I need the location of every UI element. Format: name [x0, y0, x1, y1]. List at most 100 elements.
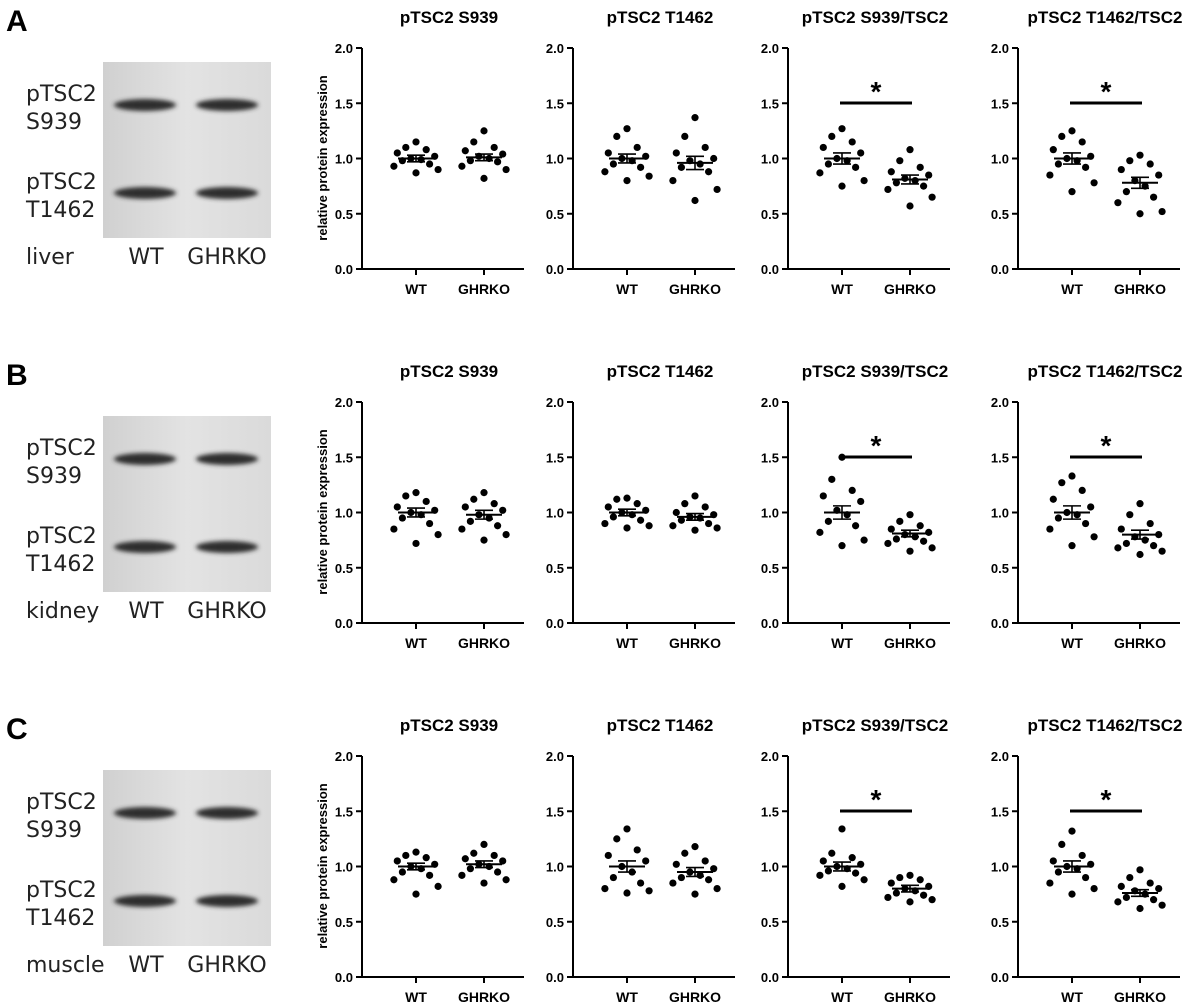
series-wt: [816, 825, 868, 890]
blot-band-ghrko: [196, 99, 258, 111]
y-tick-label: 0.5: [761, 207, 779, 222]
data-point: [1046, 879, 1054, 887]
data-point: [390, 876, 398, 884]
data-point: [1054, 868, 1062, 876]
data-point: [816, 528, 824, 536]
data-point: [461, 147, 469, 155]
y-tick-label: 1.5: [335, 450, 353, 465]
data-point: [623, 889, 631, 897]
y-tick-label: 1.5: [335, 96, 353, 111]
chart-c-4: pTSC2 T1462/TSC2 0.0 0.5 1.0 1.5 2.0 WT GHRKO *: [991, 716, 1183, 1002]
y-tick-label: 0.5: [991, 915, 1009, 930]
lane-label-ghrko: GHRKO: [187, 599, 266, 624]
data-point: [398, 868, 406, 876]
significance-star: *: [1101, 430, 1112, 461]
data-point: [1082, 163, 1090, 171]
chart-title: pTSC2 S939/TSC2: [802, 8, 948, 27]
data-point: [1054, 514, 1062, 522]
y-axis-label: relative protein expression: [315, 783, 330, 949]
data-point: [398, 514, 406, 522]
chart-a-1: pTSC2 S939 0.0 0.5 1.0 1.5 2.0 WT GHRKO: [335, 8, 524, 297]
blot-label-site: S939: [26, 110, 82, 135]
data-point: [701, 143, 709, 152]
chart-a-4: pTSC2 T1462/TSC2 0.0 0.5 1.0 1.5 2.0 WT GHRKO *: [991, 8, 1183, 297]
data-point: [1082, 519, 1090, 528]
data-point: [710, 865, 718, 873]
data-point: [691, 196, 699, 205]
data-point: [1078, 486, 1086, 494]
data-point: [458, 162, 466, 170]
chart-title: pTSC2 T1462/TSC2: [1028, 716, 1183, 735]
blot-label-protein: pTSC2: [26, 436, 97, 461]
x-category-label: WT: [1061, 635, 1083, 651]
data-point: [816, 871, 824, 879]
blot-label-site: T1462: [25, 198, 95, 223]
data-point: [705, 876, 713, 884]
data-point: [828, 475, 836, 483]
data-point: [1049, 495, 1057, 503]
data-point: [1122, 539, 1130, 548]
series-wt: [390, 848, 442, 898]
data-point: [896, 873, 904, 882]
data-point: [848, 486, 856, 494]
data-point: [1150, 542, 1158, 550]
data-point: [691, 890, 699, 898]
chart-title: pTSC2 S939: [400, 716, 498, 735]
data-point: [458, 871, 466, 879]
data-point: [860, 177, 868, 185]
data-point: [1155, 885, 1163, 893]
y-tick-label: 0.5: [546, 561, 564, 576]
x-category-label: GHRKO: [669, 989, 721, 1002]
data-point: [1146, 160, 1154, 168]
series-wt: [1046, 827, 1098, 898]
chart-c-3: pTSC2 S939/TSC2 0.0 0.5 1.0 1.5 2.0 WT GHRKO *: [761, 716, 950, 1002]
data-point: [390, 525, 398, 533]
data-point: [1117, 165, 1125, 174]
data-point: [412, 169, 420, 177]
data-point: [633, 500, 641, 508]
series-ghrko: [458, 489, 510, 544]
data-point: [1068, 472, 1076, 480]
data-point: [672, 508, 680, 517]
y-tick-label: 2.0: [761, 41, 779, 56]
data-point: [402, 851, 410, 860]
data-point: [669, 177, 677, 185]
y-tick-label: 1.0: [546, 152, 564, 167]
data-point: [916, 522, 924, 530]
data-point: [470, 849, 478, 857]
data-point: [928, 544, 936, 552]
data-point: [390, 162, 398, 170]
x-category-label: WT: [405, 281, 427, 297]
chart-a-3: pTSC2 S939/TSC2 0.0 0.5 1.0 1.5 2.0 WT GHRKO *: [761, 8, 950, 297]
data-point: [677, 163, 686, 171]
data-point: [434, 531, 442, 539]
y-tick-label: 0.5: [335, 915, 353, 930]
data-point: [920, 182, 928, 190]
y-tick-label: 1.0: [761, 860, 779, 875]
y-tick-label: 0.0: [991, 262, 1009, 277]
data-point: [458, 525, 466, 533]
data-point: [1090, 179, 1098, 187]
data-point: [502, 531, 510, 539]
data-point: [838, 125, 846, 133]
data-point: [1146, 879, 1154, 887]
lane-label-ghrko: GHRKO: [187, 953, 266, 978]
y-tick-label: 1.0: [335, 152, 353, 167]
y-tick-label: 1.0: [546, 506, 564, 521]
data-point: [1058, 479, 1066, 487]
data-point: [402, 492, 410, 500]
blot-label-protein: pTSC2: [26, 790, 97, 815]
data-point: [466, 865, 474, 873]
series-wt: [601, 825, 653, 897]
x-category-label: GHRKO: [669, 281, 721, 297]
data-point: [494, 158, 502, 166]
blot-band-wt: [114, 99, 176, 111]
data-point: [623, 125, 631, 133]
series-wt: [390, 138, 442, 177]
data-point: [852, 163, 860, 171]
series-ghrko: [458, 840, 510, 887]
data-point: [1155, 531, 1163, 539]
data-point: [1068, 827, 1076, 835]
data-point: [705, 519, 713, 528]
x-category-label: GHRKO: [884, 989, 936, 1002]
